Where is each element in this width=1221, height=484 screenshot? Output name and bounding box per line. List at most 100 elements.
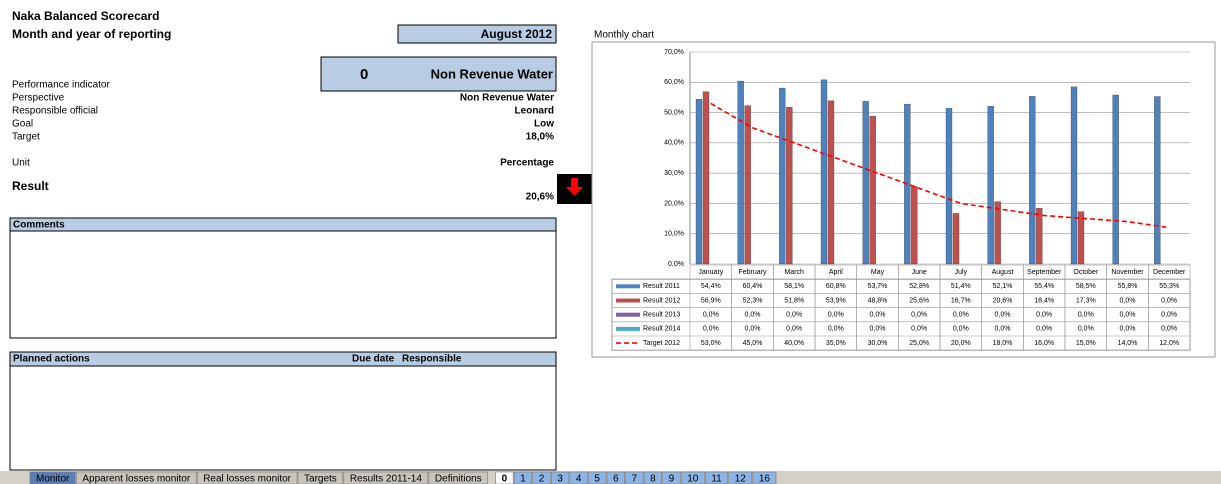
comments-title: Comments (13, 220, 65, 231)
sheet-tab-label[interactable]: 7 (632, 474, 638, 484)
value-label: 0,0% (703, 312, 719, 319)
bar (744, 105, 751, 265)
sheet-tab-label[interactable]: Monitor (36, 474, 70, 484)
value-label: 60,8% (826, 283, 846, 290)
sheet-tab-label[interactable]: Targets (304, 474, 337, 484)
field-label: Goal (12, 119, 33, 130)
result-label: Result (12, 179, 49, 193)
sheet-tab-label[interactable]: 6 (613, 474, 619, 484)
value-label: 51,8% (784, 297, 804, 304)
indicator-box (320, 56, 557, 92)
field-label: Unit (12, 158, 30, 169)
sheet-tab-label[interactable]: 11 (711, 474, 722, 484)
value-label: 17,3% (1076, 297, 1096, 304)
sheet-tab[interactable] (495, 471, 514, 484)
y-tick-label: 0,0% (668, 261, 684, 268)
sheet-tab-label[interactable]: Real losses monitor (203, 474, 291, 484)
sheet-tab[interactable] (680, 471, 705, 484)
bar (786, 106, 793, 265)
value-label: 0,0% (1161, 326, 1177, 333)
bar (869, 116, 876, 265)
value-label: 18,0% (993, 340, 1013, 347)
y-tick-label: 30,0% (664, 170, 684, 177)
sheet-tab[interactable] (606, 471, 625, 484)
value-label: 25,6% (909, 297, 929, 304)
period-box (397, 24, 557, 44)
value-label: 0,0% (1078, 326, 1094, 333)
sheet-tab[interactable] (662, 471, 681, 484)
comments-header (9, 217, 557, 232)
chart-title: Monthly chart (594, 30, 654, 41)
bar (945, 108, 953, 265)
sheet-tab-label[interactable]: Definitions (435, 474, 482, 484)
value-label: 20,0% (951, 340, 971, 347)
value-label: 0,0% (1120, 297, 1136, 304)
bar (1154, 96, 1161, 265)
sheet-tab-label[interactable]: Apparent losses monitor (82, 474, 191, 484)
sheet-tab[interactable] (29, 471, 76, 484)
bar (1036, 208, 1043, 265)
sheet-tab-label[interactable]: Results 2011-14 (350, 474, 423, 484)
x-tick-label: May (871, 269, 885, 276)
x-tick-label: April (829, 269, 843, 276)
sheet-tab[interactable] (643, 471, 662, 484)
sheet-tab[interactable] (588, 471, 607, 484)
sheet-tab-label[interactable]: 4 (576, 474, 582, 484)
bar (911, 186, 918, 265)
sheet-tab[interactable] (297, 471, 344, 484)
sheet-tab-label[interactable]: 5 (594, 474, 600, 484)
sheet-tab[interactable] (428, 471, 488, 484)
legend-label: Result 2013 (643, 312, 680, 319)
sheet-tab[interactable] (550, 471, 570, 484)
x-tick-label: June (912, 269, 927, 276)
sheet-tab[interactable] (532, 471, 551, 484)
indicator-name: Non Revenue Water (431, 66, 553, 81)
sheet-tab[interactable] (513, 471, 533, 484)
sheet-tab-label[interactable]: 3 (557, 474, 563, 484)
legend-label: Result 2014 (643, 326, 680, 333)
chart-frame (591, 41, 1216, 358)
sheet-tab[interactable] (569, 471, 588, 484)
sheet-tab-label[interactable]: 0 (502, 474, 508, 484)
sheet-tab-label[interactable]: 10 (687, 474, 699, 484)
value-label: 0,0% (703, 326, 719, 333)
value-label: 0,0% (995, 326, 1011, 333)
sheet-tab[interactable] (76, 471, 197, 484)
value-label: 30,0% (868, 340, 888, 347)
sheet-tab-label[interactable]: 12 (735, 474, 747, 484)
legend-swatch (616, 298, 640, 303)
value-label: 56,9% (701, 297, 721, 304)
sheet-tab-label[interactable]: 1 (520, 474, 526, 484)
sheet-tab-label[interactable]: 16 (759, 474, 771, 484)
title: Naka Balanced Scorecard (12, 9, 159, 23)
sheet-tab[interactable] (705, 471, 729, 484)
sheet-tab-label[interactable]: 2 (539, 474, 545, 484)
sheet-tab[interactable] (196, 471, 298, 484)
y-tick-label: 60,0% (664, 79, 684, 86)
sheet-tab[interactable] (343, 471, 429, 484)
x-tick-label: August (992, 269, 1014, 276)
field-value: Non Revenue Water (460, 93, 554, 104)
field-label: Performance indicator (12, 80, 110, 91)
period: August 2012 (481, 27, 553, 41)
sheet-tab[interactable] (728, 471, 753, 484)
value-label: 53,7% (868, 283, 888, 290)
sheet-tab[interactable] (752, 471, 777, 484)
value-label: 55,3% (1159, 283, 1179, 290)
sheet-tab-label[interactable]: 8 (650, 474, 656, 484)
actions-col: Responsible (402, 354, 462, 365)
field-value: 18,0% (526, 132, 554, 143)
legend-label: Target 2012 (643, 340, 680, 347)
comments-box (9, 217, 557, 339)
bar (702, 91, 710, 265)
legend-swatch (616, 284, 640, 289)
value-label: 12,0% (1159, 340, 1179, 347)
field-value: Leonard (515, 106, 554, 117)
x-tick-label: September (1027, 269, 1062, 276)
sheet-tab-label[interactable]: 9 (669, 474, 675, 484)
target-line (710, 102, 1170, 229)
sheet-tab[interactable] (625, 471, 644, 484)
bar (952, 213, 960, 265)
field-value: Low (534, 119, 554, 130)
